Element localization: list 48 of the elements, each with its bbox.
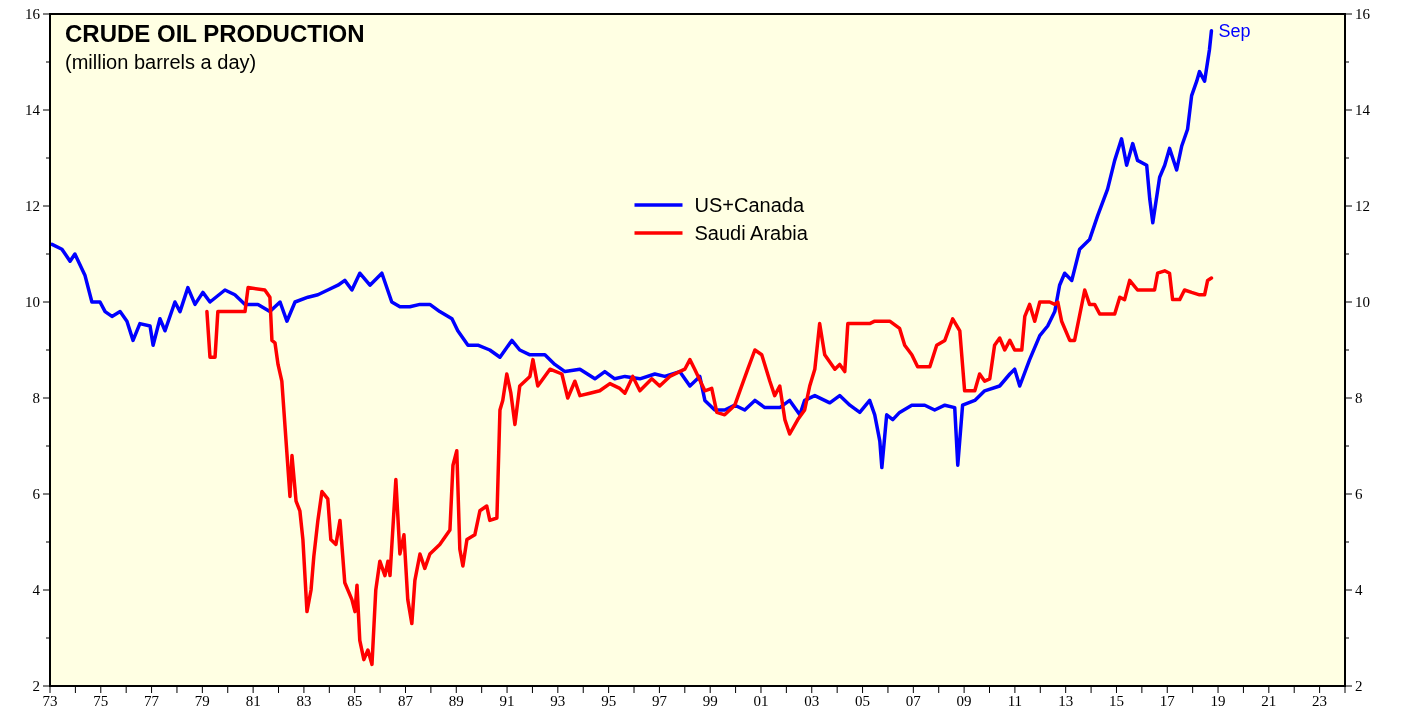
x-tick-label: 07 (905, 693, 922, 709)
x-tick-label: 95 (601, 693, 617, 709)
x-tick-label: 21 (1261, 693, 1277, 709)
x-tick-label: 85 (347, 693, 363, 709)
x-tick-label: 79 (194, 693, 210, 709)
x-tick-label: 01 (753, 693, 769, 709)
y2-tick-label: 2 (1355, 678, 1363, 695)
y-tick-label: 4 (32, 582, 41, 599)
y-tick-label: 12 (25, 198, 40, 215)
y-tick-label: 8 (32, 390, 40, 407)
x-tick-label: 03 (804, 693, 820, 709)
x-tick-label: 81 (245, 693, 261, 709)
x-tick-label: 19 (1210, 693, 1226, 709)
line-series (205, 269, 1214, 667)
x-tick-label: 91 (499, 693, 515, 709)
x-tick-label: 15 (1108, 693, 1124, 709)
legend-label: US+Canada (694, 194, 805, 216)
y2-tick-label: 8 (1355, 390, 1363, 407)
y2-tick-label: 4 (1355, 582, 1363, 599)
x-tick-label: 11 (1007, 693, 1023, 709)
x-tick-label: 73 (42, 693, 58, 709)
x-tick-label: 93 (550, 693, 566, 709)
y-tick-label: 10 (25, 294, 40, 311)
y-tick-label: 2 (32, 678, 40, 695)
x-tick-label: 75 (93, 693, 109, 709)
text: (million barrels a day) (65, 51, 257, 73)
x-tick-label: 99 (702, 693, 718, 709)
y2-tick-label: 10 (1355, 294, 1370, 311)
y2-tick-label: 12 (1355, 198, 1370, 215)
chart-title: CRUDE OIL PRODUCTION (65, 20, 365, 47)
x-tick-label: 09 (956, 693, 972, 709)
y2-tick-label: 6 (1355, 486, 1363, 503)
x-tick-label: 97 (651, 693, 668, 709)
x-tick-label: 05 (855, 693, 871, 709)
x-tick-label: 83 (296, 693, 312, 709)
annotation: Sep (1218, 21, 1251, 42)
x-tick-label: 23 (1312, 693, 1328, 709)
y-tick-label: 14 (25, 102, 41, 119)
x-tick-label: 77 (144, 693, 160, 709)
y-tick-label: 16 (25, 6, 41, 23)
legend-label: Saudi Arabia (694, 222, 809, 244)
y-tick-label: 6 (32, 486, 41, 503)
y2-tick-label: 16 (1355, 6, 1371, 23)
y2-tick-label: 14 (1355, 102, 1371, 119)
x-tick-label: 13 (1058, 693, 1074, 709)
x-tick-label: 17 (1159, 693, 1176, 709)
x-tick-label: 89 (448, 693, 464, 709)
x-tick-label: 87 (397, 693, 414, 709)
